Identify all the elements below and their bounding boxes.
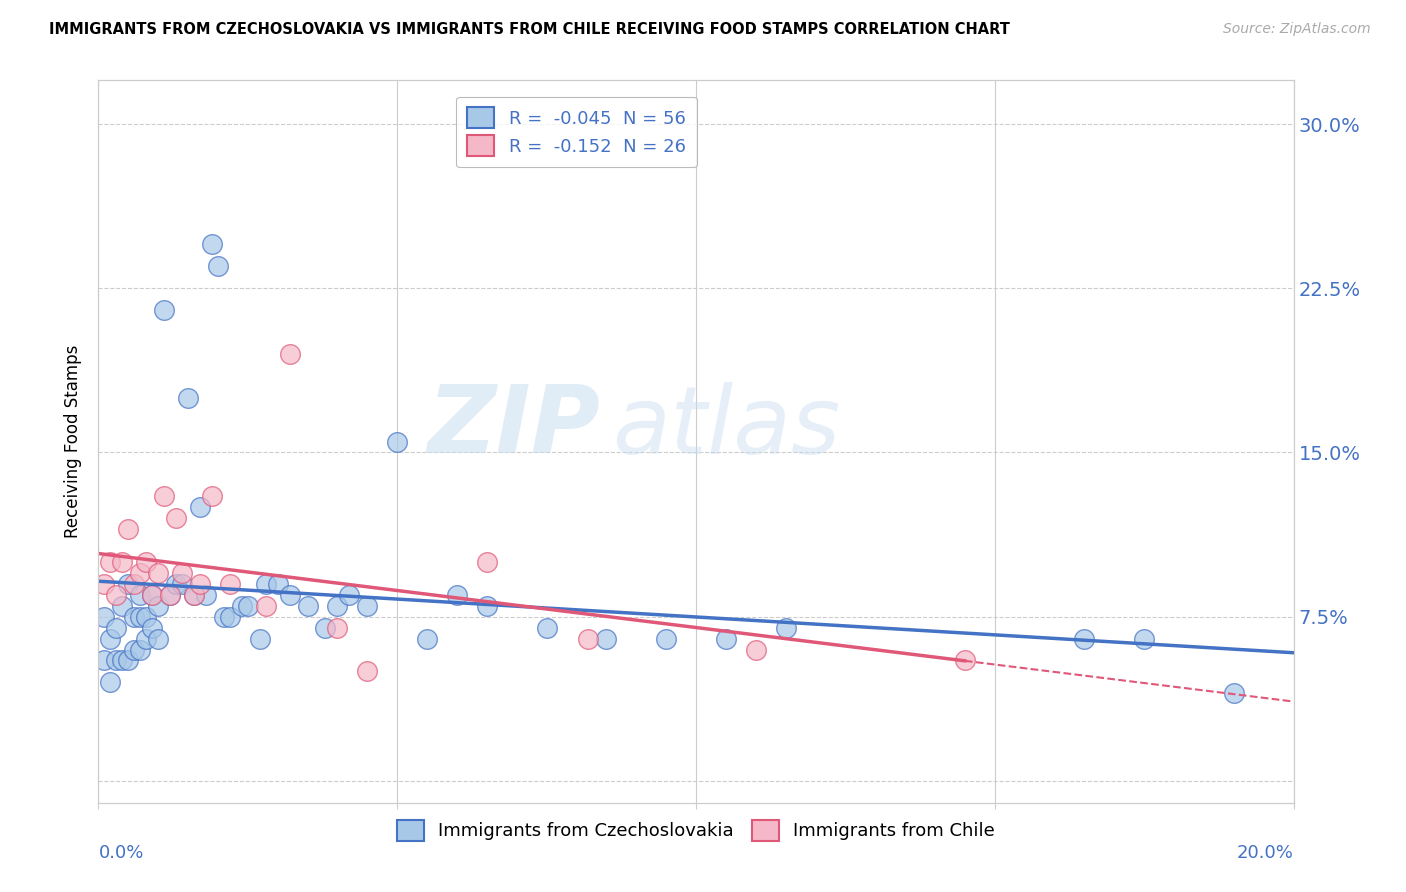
Point bbox=[129, 588, 152, 602]
Legend: Immigrants from Czechoslovakia, Immigrants from Chile: Immigrants from Czechoslovakia, Immigran… bbox=[389, 813, 1002, 848]
Point bbox=[278, 588, 301, 602]
Point bbox=[165, 577, 187, 591]
Point bbox=[249, 632, 271, 646]
Point bbox=[165, 511, 187, 525]
Point bbox=[93, 577, 115, 591]
Y-axis label: Receiving Food Stamps: Receiving Food Stamps bbox=[65, 345, 83, 538]
Point bbox=[475, 555, 498, 569]
Point bbox=[153, 489, 176, 503]
Text: Source: ZipAtlas.com: Source: ZipAtlas.com bbox=[1223, 22, 1371, 37]
Point bbox=[148, 632, 170, 646]
Point bbox=[98, 555, 122, 569]
Point bbox=[339, 588, 361, 602]
Point bbox=[315, 621, 337, 635]
Text: IMMIGRANTS FROM CZECHOSLOVAKIA VS IMMIGRANTS FROM CHILE RECEIVING FOOD STAMPS CO: IMMIGRANTS FROM CZECHOSLOVAKIA VS IMMIGR… bbox=[49, 22, 1010, 37]
Point bbox=[595, 632, 617, 646]
Point bbox=[183, 588, 205, 602]
Point bbox=[98, 632, 122, 646]
Point bbox=[124, 577, 146, 591]
Point bbox=[219, 609, 242, 624]
Point bbox=[141, 588, 163, 602]
Point bbox=[117, 653, 139, 667]
Point bbox=[326, 599, 349, 613]
Text: ZIP: ZIP bbox=[427, 381, 600, 473]
Point bbox=[188, 577, 211, 591]
Point bbox=[135, 555, 157, 569]
Point bbox=[148, 566, 170, 580]
Point bbox=[153, 303, 176, 318]
Point bbox=[297, 599, 319, 613]
Point bbox=[135, 632, 157, 646]
Point bbox=[356, 599, 378, 613]
Point bbox=[578, 632, 600, 646]
Point bbox=[1073, 632, 1095, 646]
Point bbox=[267, 577, 290, 591]
Point bbox=[141, 621, 163, 635]
Point bbox=[117, 577, 139, 591]
Point bbox=[745, 642, 768, 657]
Point bbox=[111, 599, 134, 613]
Point bbox=[129, 609, 152, 624]
Point bbox=[105, 621, 128, 635]
Point bbox=[159, 588, 181, 602]
Point bbox=[188, 500, 211, 515]
Point bbox=[416, 632, 439, 646]
Point bbox=[141, 588, 163, 602]
Point bbox=[201, 237, 224, 252]
Point bbox=[183, 588, 205, 602]
Point bbox=[117, 522, 139, 536]
Point bbox=[111, 653, 134, 667]
Point bbox=[105, 653, 128, 667]
Point bbox=[201, 489, 224, 503]
Point bbox=[231, 599, 253, 613]
Point bbox=[1133, 632, 1156, 646]
Point bbox=[326, 621, 349, 635]
Point bbox=[212, 609, 235, 624]
Text: 0.0%: 0.0% bbox=[98, 845, 143, 863]
Point bbox=[172, 566, 194, 580]
Point bbox=[195, 588, 218, 602]
Point bbox=[356, 665, 378, 679]
Text: atlas: atlas bbox=[613, 382, 841, 473]
Text: 20.0%: 20.0% bbox=[1237, 845, 1294, 863]
Point bbox=[536, 621, 558, 635]
Point bbox=[129, 642, 152, 657]
Point bbox=[655, 632, 678, 646]
Point bbox=[93, 609, 115, 624]
Point bbox=[93, 653, 115, 667]
Point bbox=[172, 577, 194, 591]
Point bbox=[124, 609, 146, 624]
Point bbox=[148, 599, 170, 613]
Point bbox=[159, 588, 181, 602]
Point bbox=[1223, 686, 1246, 700]
Point bbox=[775, 621, 797, 635]
Point bbox=[254, 599, 277, 613]
Point bbox=[236, 599, 259, 613]
Point bbox=[714, 632, 737, 646]
Point bbox=[129, 566, 152, 580]
Point bbox=[177, 391, 200, 405]
Point bbox=[105, 588, 128, 602]
Point bbox=[111, 555, 134, 569]
Point bbox=[219, 577, 242, 591]
Point bbox=[385, 434, 409, 449]
Point bbox=[254, 577, 277, 591]
Point bbox=[953, 653, 976, 667]
Point bbox=[98, 675, 122, 690]
Point bbox=[135, 609, 157, 624]
Point bbox=[124, 642, 146, 657]
Point bbox=[446, 588, 468, 602]
Point bbox=[278, 347, 301, 361]
Point bbox=[207, 260, 229, 274]
Point bbox=[475, 599, 498, 613]
